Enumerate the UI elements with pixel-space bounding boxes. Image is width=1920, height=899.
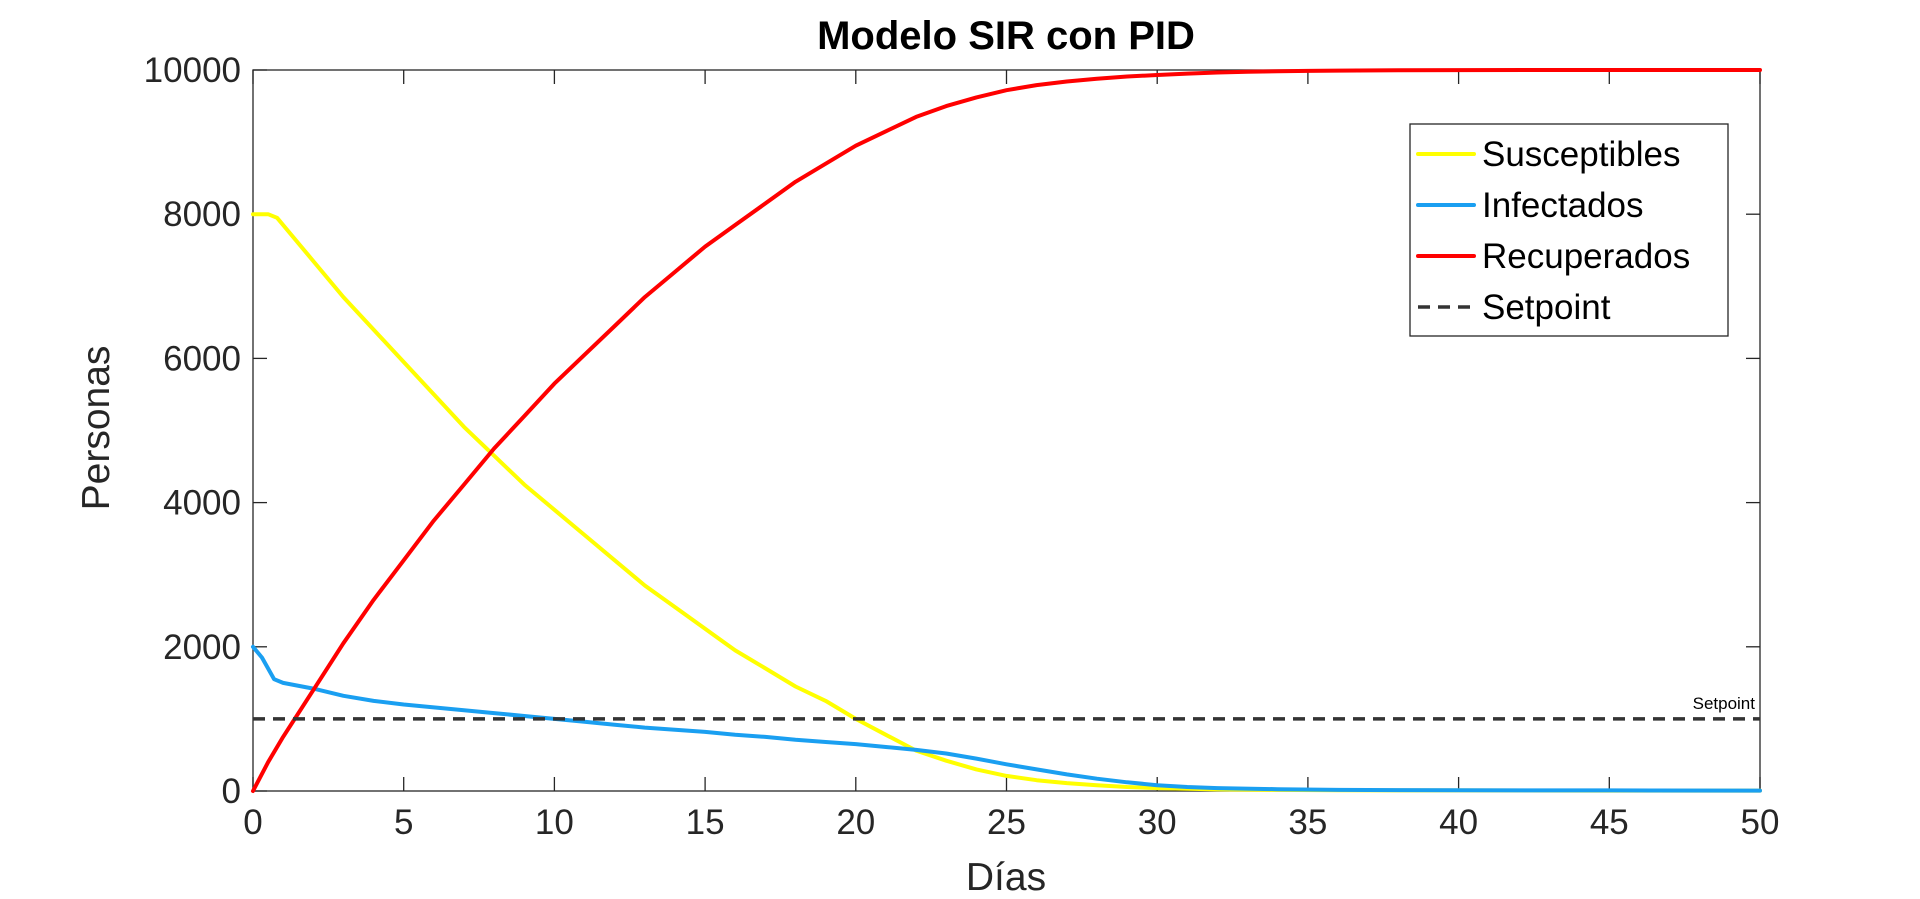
x-tick-label: 5 <box>394 803 413 842</box>
x-tick-label: 15 <box>686 803 725 842</box>
legend-label-setpoint: Setpoint <box>1482 288 1611 327</box>
series-line-susceptibles <box>251 212 1762 793</box>
x-tick-label: 20 <box>836 803 875 842</box>
series-line-infectados <box>251 644 1762 793</box>
legend-label-susceptibles: Susceptibles <box>1482 135 1680 174</box>
x-tick-label: 25 <box>987 803 1026 842</box>
x-tick-label: 45 <box>1590 803 1629 842</box>
y-tick-label: 0 <box>222 772 241 811</box>
setpoint-annotation: Setpoint <box>1693 694 1756 713</box>
x-tick-label: 10 <box>535 803 574 842</box>
legend-label-infectados: Infectados <box>1482 186 1644 225</box>
legend: Susceptibles Infectados Recuperados Setpoin… <box>1409 123 1729 337</box>
chart-title: Modelo SIR con PID <box>817 14 1195 58</box>
series-line-recuperados <box>251 68 1762 793</box>
x-tick-label: 35 <box>1288 803 1327 842</box>
y-tick-label: 2000 <box>163 628 241 667</box>
y-tick-label: 8000 <box>163 195 241 234</box>
x-tick-label: 50 <box>1741 803 1780 842</box>
y-tick-label: 4000 <box>163 484 241 523</box>
x-tick-label: 0 <box>243 803 262 842</box>
y-tick-label: 10000 <box>144 51 241 90</box>
x-tick-label: 40 <box>1439 803 1478 842</box>
y-axis-label: Personas <box>75 346 118 511</box>
x-axis-label: Días <box>966 856 1046 899</box>
legend-box <box>1409 123 1729 337</box>
plot-area: 0 5 10 15 20 25 30 35 40 45 50 0 2000 4000 6000 8000 100… <box>144 51 1780 842</box>
legend-label-recuperados: Recuperados <box>1482 237 1690 276</box>
y-tick-label: 6000 <box>163 339 241 378</box>
x-tick-label: 30 <box>1138 803 1177 842</box>
